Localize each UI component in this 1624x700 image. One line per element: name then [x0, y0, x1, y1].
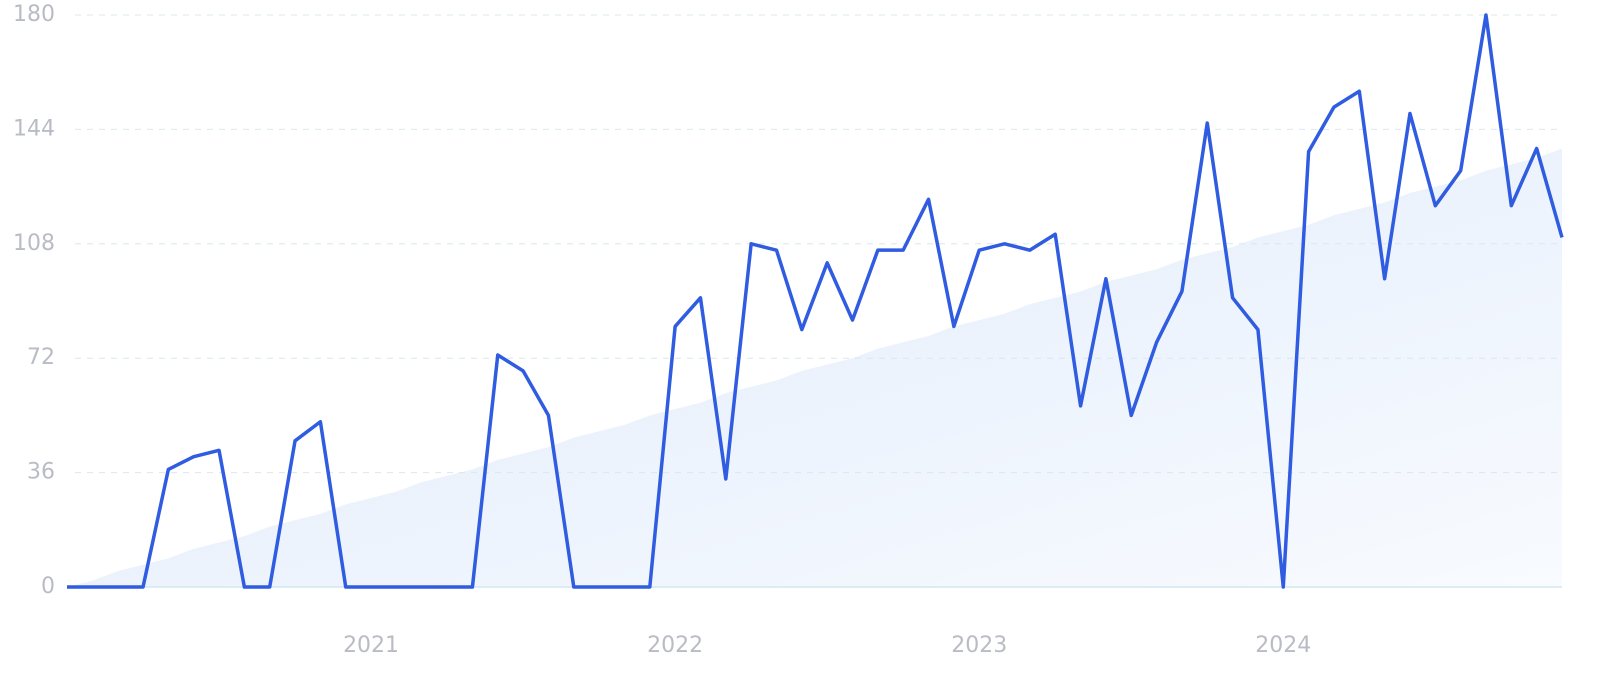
- x-tick-label: 2023: [951, 633, 1007, 658]
- x-tick-label: 2021: [343, 633, 399, 658]
- x-tick-label: 2024: [1255, 633, 1311, 658]
- y-tick-label: 72: [27, 345, 55, 370]
- y-tick-label: 180: [13, 2, 55, 27]
- x-tick-label: 2022: [647, 633, 703, 658]
- y-tick-label: 0: [41, 574, 55, 599]
- y-tick-label: 36: [27, 460, 55, 485]
- trend-area: [67, 148, 1562, 587]
- line: [67, 13, 1564, 589]
- y-tick-label: 108: [13, 231, 55, 256]
- y-tick-label: 144: [13, 116, 55, 141]
